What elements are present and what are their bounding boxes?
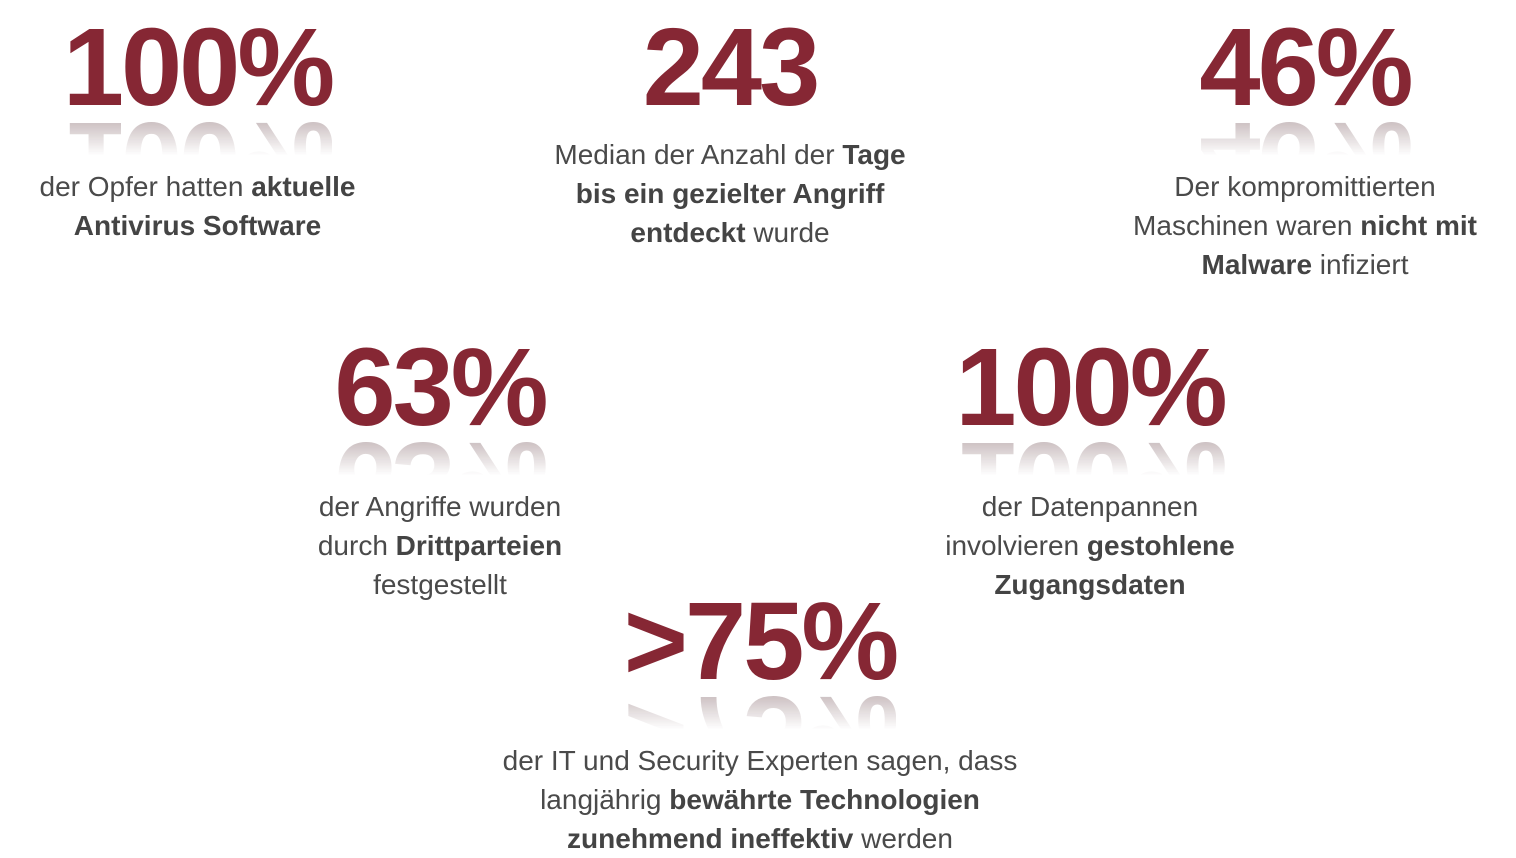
stat-value-reflection: 46% <box>1199 111 1410 167</box>
desc-text: der Opfer hatten <box>39 171 252 202</box>
stat-reflection: 46% <box>1199 111 1410 167</box>
stat-number-wrap: 100% 100% <box>62 6 335 168</box>
stat-block-median-days: 243 Median der Anzahl der Tage bis ein g… <box>520 6 940 252</box>
stat-number-wrap: 100% 100% <box>955 326 1227 488</box>
stat-description: der IT und Security Experten sagen, dass… <box>503 741 1018 858</box>
desc-bold: gestohlene <box>1086 530 1235 561</box>
stat-reflection: 100% <box>63 111 332 167</box>
desc-text: langjährig <box>540 784 670 815</box>
stat-number-wrap: >75% >75% <box>623 580 899 742</box>
stat-description: der Datenpannen involvieren gestohlene Z… <box>945 487 1234 604</box>
desc-bold: bewährte Technologien <box>669 784 980 815</box>
stat-block-antivirus: 100% 100% der Opfer hatten aktuelle Anti… <box>10 6 385 245</box>
desc-text: Der kompromittierten <box>1174 171 1436 202</box>
stat-value: >75% <box>623 580 899 703</box>
stat-value: 100% <box>955 326 1227 449</box>
desc-text: wurde <box>745 217 830 248</box>
stat-description: der Angriffe wurden durch Drittparteien … <box>318 487 562 604</box>
desc-bold: aktuelle <box>251 171 356 202</box>
desc-text: Median der Anzahl der <box>554 139 843 170</box>
desc-bold: entdeckt <box>630 217 746 248</box>
stat-value-reflection: 63% <box>334 431 545 487</box>
stat-block-third-parties: 63% 63% der Angriffe wurden durch Drittp… <box>280 326 600 604</box>
desc-bold: nicht mit <box>1360 210 1477 241</box>
desc-text: Maschinen waren <box>1133 210 1361 241</box>
stat-value-reflection: 100% <box>955 431 1224 487</box>
stat-number-wrap: 243 <box>642 6 821 129</box>
desc-bold: Malware <box>1201 249 1313 280</box>
desc-text: der Datenpannen <box>981 491 1199 522</box>
stat-block-experts: >75% >75% der IT und Security Experten s… <box>430 580 1090 858</box>
desc-bold: zunehmend ineffektiv <box>567 823 854 854</box>
stat-number-wrap: 63% 63% <box>334 326 548 488</box>
stat-value: 46% <box>1199 6 1413 129</box>
desc-bold: Tage <box>842 139 906 170</box>
stat-value-reflection: >75% <box>624 685 896 741</box>
desc-bold: Zugangsdaten <box>994 569 1186 600</box>
stat-description: Der kompromittierten Maschinen waren nic… <box>1133 167 1477 284</box>
stat-description: der Opfer hatten aktuelle Antivirus Soft… <box>40 167 356 245</box>
desc-text: der Angriffe wurden <box>318 491 562 522</box>
stat-number-wrap: 46% 46% <box>1199 6 1413 168</box>
stat-description: Median der Anzahl der Tage bis ein gezie… <box>554 135 905 252</box>
stat-block-credentials: 100% 100% der Datenpannen involvieren ge… <box>900 326 1280 604</box>
desc-text: involvieren <box>945 530 1087 561</box>
desc-text: werden <box>853 823 953 854</box>
desc-text: durch <box>317 530 396 561</box>
desc-bold: Drittparteien <box>395 530 563 561</box>
stat-block-malware: 46% 46% Der kompromittierten Maschinen w… <box>1100 6 1510 284</box>
stat-value-reflection: 100% <box>63 111 332 167</box>
desc-bold: Antivirus Software <box>73 210 322 241</box>
stat-reflection: 100% <box>955 431 1224 487</box>
stat-value: 243 <box>642 6 821 129</box>
desc-text: der IT und Security Experten sagen, dass <box>502 745 1018 776</box>
stat-reflection: >75% <box>624 685 896 741</box>
desc-text: infiziert <box>1312 249 1409 280</box>
stat-reflection: 63% <box>334 431 545 487</box>
stat-value: 63% <box>334 326 548 449</box>
stat-value: 100% <box>62 6 335 129</box>
desc-text: festgestellt <box>373 569 507 600</box>
desc-bold: bis ein gezielter Angriff <box>575 178 885 209</box>
